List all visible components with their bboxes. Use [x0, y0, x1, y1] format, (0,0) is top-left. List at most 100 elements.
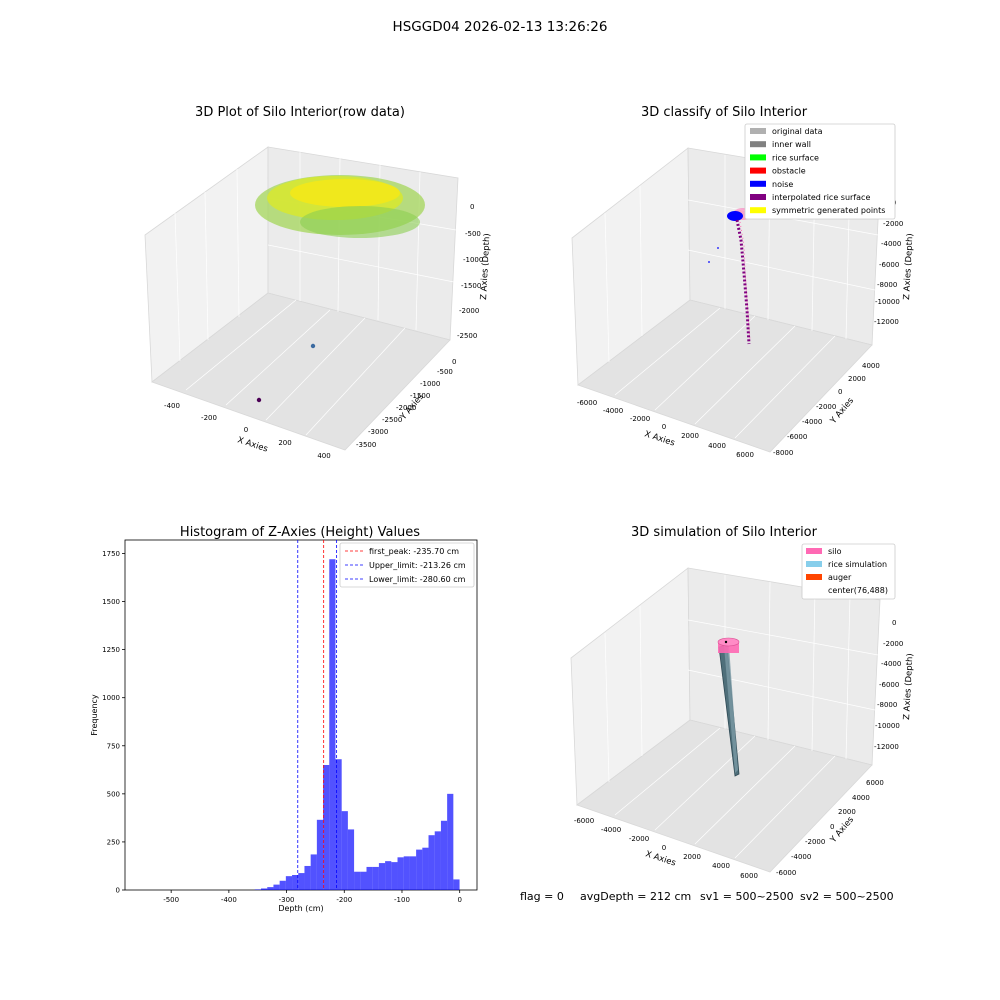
- histogram-y-tick-label: 1500: [102, 598, 120, 606]
- svg-text:400: 400: [317, 452, 330, 460]
- histogram-y-tick-label: 0: [116, 887, 120, 895]
- histogram-x-tick-label: 0: [457, 896, 461, 904]
- svg-text:2000: 2000: [848, 375, 866, 383]
- histogram-x-tick-label: -300: [279, 896, 295, 904]
- histogram-bar: [292, 875, 299, 890]
- svg-text:0: 0: [470, 203, 474, 211]
- histogram-bar: [310, 854, 317, 890]
- histogram-bar: [323, 765, 330, 890]
- classify-legend-swatch: [750, 154, 766, 161]
- histogram-x-tick-label: -200: [336, 896, 352, 904]
- raw-point-cloud: [255, 175, 425, 403]
- histogram-xlabel: Depth (cm): [278, 904, 323, 913]
- svg-text:2000: 2000: [683, 853, 701, 861]
- histogram-bar: [267, 887, 274, 890]
- sv2-text: sv2 = 500~2500: [800, 890, 894, 903]
- histogram-bars: [254, 559, 460, 890]
- histogram-bar: [428, 835, 435, 890]
- histogram-bar: [372, 866, 379, 890]
- svg-text:-4000: -4000: [603, 407, 623, 415]
- histogram-bar: [440, 820, 448, 890]
- svg-text:-2000: -2000: [883, 220, 903, 228]
- svg-text:-6000: -6000: [879, 261, 899, 269]
- svg-text:-500: -500: [437, 368, 453, 376]
- histogram-legend-label: Upper_limit: -213.26 cm: [369, 561, 466, 570]
- histogram-bar: [354, 871, 361, 890]
- raw-z-ticks: 0 -500 -1000 -1500 -2000 -2500: [457, 203, 483, 340]
- simulation-zlabel: Z Axies (Depth): [902, 653, 915, 720]
- histogram-bar: [434, 831, 441, 890]
- classify-legend-label: symmetric generated points: [772, 206, 885, 215]
- svg-text:4000: 4000: [862, 362, 880, 370]
- classify-floor-pane: [577, 299, 873, 453]
- simulation-legend-label: center(76,488): [828, 586, 888, 595]
- svg-text:-2000: -2000: [629, 835, 649, 843]
- histogram-bar: [316, 819, 324, 890]
- svg-text:-6000: -6000: [574, 817, 594, 825]
- svg-text:-4000: -4000: [881, 240, 901, 248]
- classify-xlabel: X Axies: [643, 429, 676, 448]
- histogram-bar: [422, 847, 429, 890]
- flag-text: flag = 0: [520, 890, 564, 903]
- histogram-bar: [409, 856, 417, 890]
- histogram-y-tick-label: 750: [107, 742, 120, 750]
- histogram-bar: [304, 865, 311, 890]
- simulation-panel-title: 3D simulation of Silo Interior: [631, 525, 818, 540]
- svg-text:0: 0: [662, 844, 666, 852]
- simulation-legend-label: silo: [828, 547, 842, 556]
- classify-legend-swatch: [750, 167, 766, 174]
- svg-text:-6000: -6000: [787, 433, 807, 441]
- svg-text:-2000: -2000: [396, 404, 416, 412]
- svg-text:-1500: -1500: [461, 282, 481, 290]
- svg-text:0: 0: [838, 388, 842, 396]
- simulation-grid: [604, 575, 879, 859]
- simulation-x-ticks: -6000 -4000 -2000 0 2000 4000 6000: [574, 817, 758, 880]
- classify-x-ticks: -6000 -4000 -2000 0 2000 4000 6000: [577, 399, 754, 459]
- status-footer: flag = 0 avgDepth = 212 cm sv1 = 500~250…: [520, 890, 894, 903]
- svg-text:4000: 4000: [708, 442, 726, 450]
- histogram-y-tick-label: 1000: [102, 694, 120, 702]
- classify-legend-swatch: [750, 207, 766, 214]
- svg-text:2000: 2000: [681, 432, 699, 440]
- histogram-bar: [378, 863, 386, 890]
- svg-text:-4000: -4000: [791, 853, 811, 861]
- svg-text:-2500: -2500: [382, 416, 402, 424]
- svg-text:0: 0: [830, 823, 834, 831]
- simulation-legend-swatch: [806, 574, 822, 580]
- svg-text:-4000: -4000: [881, 660, 901, 668]
- simulation-3d-panel: 3D simulation of Silo Interior -6000 -40…: [570, 525, 915, 880]
- svg-text:-3000: -3000: [368, 428, 388, 436]
- svg-text:0: 0: [452, 358, 456, 366]
- svg-text:2000: 2000: [838, 808, 856, 816]
- histogram-bar: [335, 759, 342, 890]
- svg-text:200: 200: [278, 439, 291, 447]
- svg-text:6000: 6000: [866, 779, 884, 787]
- histogram-bar: [391, 862, 398, 890]
- classify-legend-label: noise: [772, 180, 793, 189]
- simulation-y-ticks: 6000 4000 2000 0 -2000 -4000 -6000: [776, 779, 884, 877]
- histogram-x-ticks: -500 -400 -300 -200 -100 0: [163, 890, 462, 904]
- raw-y-ticks: 0 -500 -1000 -1500 -2000 -2500 -3000 -35…: [356, 358, 456, 449]
- histogram-legend-label: Lower_limit: -280.60 cm: [369, 575, 466, 584]
- svg-text:-2000: -2000: [459, 307, 479, 315]
- raw-x-ticks: -400 -200 0 200 400: [164, 402, 331, 460]
- histogram-bar: [273, 884, 280, 890]
- svg-text:-500: -500: [465, 230, 481, 238]
- histogram-bar: [447, 793, 454, 890]
- histogram-y-ticks: 0 250 500 750 1000 1250 1500 1750: [102, 550, 125, 895]
- histogram-bar: [403, 856, 410, 890]
- svg-text:0: 0: [662, 423, 666, 431]
- classify-legend-label: original data: [772, 127, 823, 136]
- svg-text:-12000: -12000: [874, 318, 899, 326]
- histogram-legend: first_peak: -235.70 cm Upper_limit: -213.…: [339, 542, 475, 588]
- histogram-legend-label: first_peak: -235.70 cm: [369, 547, 459, 556]
- svg-text:-400: -400: [164, 402, 180, 410]
- histogram-y-tick-label: 1250: [102, 646, 120, 654]
- histogram-x-tick-label: -400: [221, 896, 237, 904]
- histogram-y-tick-label: 250: [107, 838, 120, 846]
- histogram-bar: [254, 889, 262, 890]
- svg-text:0: 0: [244, 426, 248, 434]
- classify-legend-label: rice surface: [772, 153, 819, 162]
- raw-3d-panel: 3D Plot of Silo Interior(row data) -400 …: [144, 105, 492, 460]
